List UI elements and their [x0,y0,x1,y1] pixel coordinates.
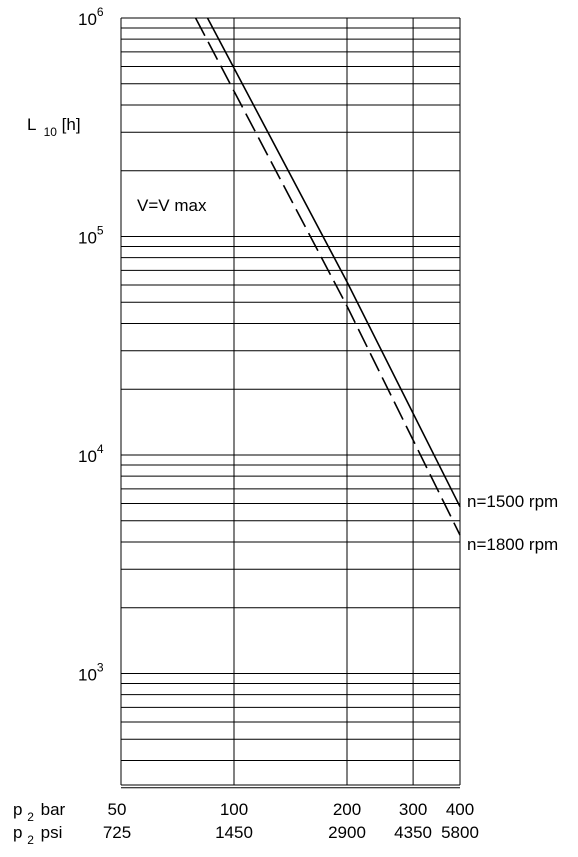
y-axis-label: L 10 [h] [27,115,81,140]
x-tick-label-psi: 4350 [394,823,432,842]
series-line-1500-rpm [206,17,461,508]
y-tick-label: 104 [78,442,104,466]
x-tick-label-psi: 1450 [215,823,253,842]
x-tick-label-bar: 300 [399,800,427,819]
y-tick-label: 105 [78,224,104,248]
y-tick-labels: 103 104 105 106 [78,5,104,685]
series-line-1800-rpm [194,17,461,536]
x-tick-label-bar: 50 [108,800,127,819]
x-tick-label-bar: 100 [220,800,248,819]
annotation-v-max: V=V max [137,196,207,215]
x-axis-label-bar: p 2 bar [13,800,66,825]
series-label-1500: n=1500 rpm [467,492,558,511]
y-tick-label: 103 [78,661,104,685]
x-tick-label-bar: 200 [333,800,361,819]
x-tick-label-bar: 400 [446,800,474,819]
chart-grid [120,17,461,789]
x-axis-label-psi: p 2 psi [13,823,62,848]
x-tick-labels: 50 100 200 300 400 725 1450 2900 4350 5800 [103,800,479,842]
x-tick-label-psi: 725 [103,823,131,842]
y-tick-label: 106 [78,5,104,29]
series-label-1800: n=1800 rpm [467,535,558,554]
chart-curves [194,17,461,536]
x-tick-label-psi: 5800 [441,823,479,842]
x-tick-label-psi: 2900 [328,823,366,842]
